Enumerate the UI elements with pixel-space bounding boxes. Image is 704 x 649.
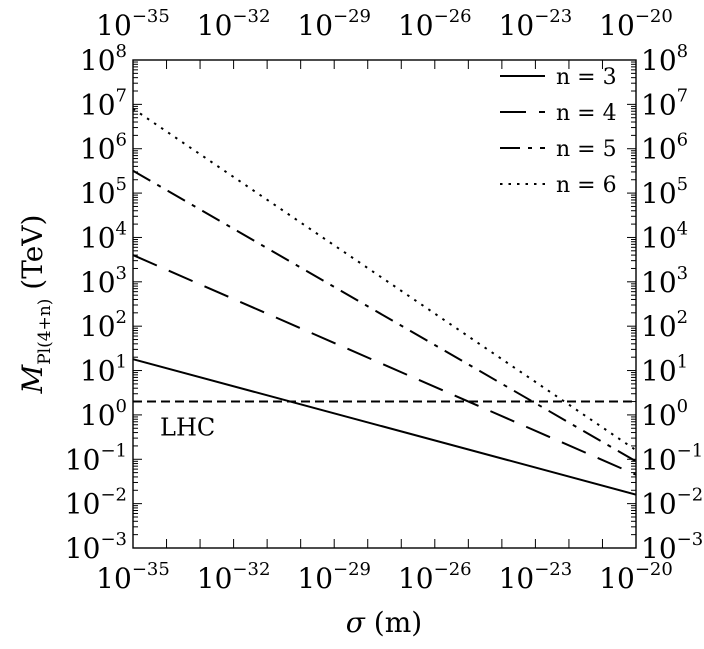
x-tick-label: 10−29 — [297, 559, 371, 595]
series-line — [132, 358, 637, 496]
y-tick-label-right: 101 — [641, 352, 688, 388]
y-tick-labels-right: 108 107 106 105 104 103 102 101 100 10−1 10−2 10−3 — [641, 41, 703, 565]
series-line — [132, 254, 637, 476]
y-tick-label: 108 — [80, 41, 127, 77]
y-axis-label: MPl(4+n) (TeV) — [16, 215, 55, 395]
tick-marks — [132, 59, 637, 549]
x-tick-label: 10−23 — [499, 559, 573, 595]
x-tick-label: 10−20 — [599, 559, 673, 595]
y-tick-label-right: 10−1 — [641, 440, 703, 476]
y-tick-label: 10−3 — [65, 529, 127, 565]
y-tick-label-right: 106 — [641, 130, 688, 166]
x-tick-label-top: 10−23 — [499, 6, 573, 42]
y-tick-label: 10−1 — [65, 440, 127, 476]
y-tick-label: 105 — [80, 174, 127, 210]
x-tick-label: 10−32 — [197, 559, 271, 595]
y-tick-label: 100 — [80, 396, 127, 432]
y-tick-label: 106 — [80, 130, 127, 166]
x-tick-label-top: 10−29 — [297, 6, 371, 42]
y-tick-label-right: 107 — [641, 85, 688, 121]
x-tick-label: 10−35 — [96, 559, 170, 595]
legend-label: n = 4 — [556, 101, 617, 126]
reference-lines: LHC — [133, 400, 636, 442]
x-tick-label: 10−26 — [398, 559, 472, 595]
legend-label: n = 3 — [556, 65, 617, 90]
y-tick-label-right: 102 — [641, 307, 688, 343]
series-line — [132, 169, 637, 463]
legend: n = 3 n = 4 n = 5 n = 6 — [500, 65, 617, 198]
x-tick-label-top: 10−26 — [398, 6, 472, 42]
series-lines — [132, 107, 637, 496]
y-tick-label: 103 — [80, 263, 127, 299]
plot-frame — [132, 59, 637, 549]
y-tick-label-right: 10−3 — [641, 529, 703, 565]
x-tick-label-top: 10−32 — [197, 6, 271, 42]
y-tick-label-right: 104 — [641, 218, 688, 254]
y-tick-label-right: 103 — [641, 263, 688, 299]
y-tick-label: 101 — [80, 352, 127, 388]
y-tick-label: 10−2 — [65, 485, 127, 521]
y-tick-label-right: 10−2 — [641, 485, 703, 521]
x-axis-label: σ (m) — [346, 606, 422, 639]
y-tick-labels-left: 108 107 106 105 104 103 102 101 100 10−1 10−2 10−3 — [65, 41, 127, 565]
y-tick-label: 107 — [80, 85, 127, 121]
x-tick-labels-top: 10−35 10−32 10−29 10−26 10−23 10−20 — [96, 6, 673, 42]
y-tick-label-right: 105 — [641, 174, 688, 210]
y-tick-label: 102 — [80, 307, 127, 343]
legend-label: n = 5 — [556, 137, 617, 162]
y-tick-label: 104 — [80, 218, 127, 254]
x-tick-label-top: 10−20 — [599, 6, 673, 42]
y-tick-label-right: 100 — [641, 396, 688, 432]
x-tick-labels-bottom: 10−35 10−32 10−29 10−26 10−23 10−20 — [96, 559, 673, 595]
legend-label: n = 6 — [556, 173, 617, 198]
y-tick-label-right: 108 — [641, 41, 688, 77]
x-tick-label-top: 10−35 — [96, 6, 170, 42]
reference-line-label: LHC — [160, 414, 215, 442]
